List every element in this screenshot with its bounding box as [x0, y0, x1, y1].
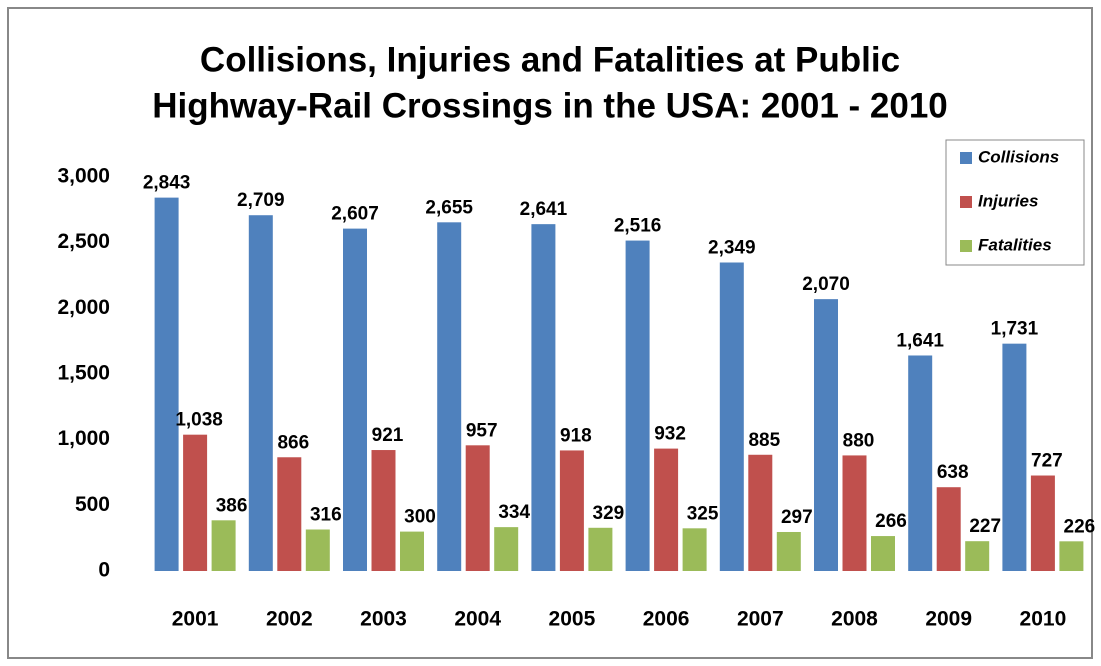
bar: [908, 355, 933, 571]
bar: [625, 240, 650, 571]
value-label: 1,641: [896, 330, 944, 351]
y-tick-label: 2,000: [57, 296, 110, 319]
value-label: 921: [372, 425, 404, 446]
value-label: 227: [969, 516, 1001, 537]
bar: [154, 197, 179, 572]
bar: [1030, 475, 1055, 571]
bar: [588, 527, 613, 571]
value-label: 957: [466, 420, 498, 441]
y-tick-label: 1,000: [57, 427, 110, 450]
bar: [277, 457, 302, 571]
x-tick-label: 2006: [643, 608, 690, 631]
x-tick-label: 2002: [266, 608, 313, 631]
value-label: 880: [843, 430, 875, 451]
legend-label: Fatalities: [978, 235, 1052, 254]
bar: [371, 450, 396, 571]
bar: [465, 445, 490, 571]
bar: [248, 215, 273, 571]
value-label: 325: [687, 503, 719, 524]
x-tick-label: 2005: [549, 608, 596, 631]
value-label: 386: [216, 495, 248, 516]
y-tick-label: 1,500: [57, 362, 110, 385]
legend-swatch: [960, 152, 972, 164]
y-tick-label: 2,500: [57, 230, 110, 253]
bar: [400, 531, 424, 571]
value-label: 2,607: [331, 204, 379, 225]
bar: [559, 450, 584, 571]
value-label: 918: [560, 425, 592, 446]
value-label: 2,843: [143, 173, 191, 194]
legend-swatch: [960, 240, 972, 252]
y-tick-label: 3,000: [57, 165, 110, 188]
bar: [748, 454, 773, 571]
bar: [842, 455, 867, 571]
x-tick-label: 2003: [360, 608, 407, 631]
x-tick-label: 2008: [831, 608, 878, 631]
bar: [305, 529, 330, 571]
value-label: 727: [1031, 451, 1063, 472]
value-label: 2,655: [425, 197, 473, 218]
value-label: 638: [937, 462, 969, 483]
x-tick-label: 2007: [737, 608, 784, 631]
bar: [1059, 541, 1084, 571]
legend-label: Collisions: [978, 147, 1059, 166]
bar: [343, 228, 367, 571]
chart-title: Highway-Rail Crossings in the USA: 2001 …: [152, 86, 948, 125]
bar: [437, 222, 462, 571]
value-label: 1,038: [175, 410, 223, 431]
bar: [211, 520, 236, 571]
x-tick-label: 2009: [925, 608, 972, 631]
value-label: 316: [310, 505, 342, 526]
value-label: 885: [748, 430, 780, 451]
bar: [682, 528, 707, 571]
x-tick-label: 2010: [1020, 608, 1067, 631]
bar: [1002, 343, 1027, 571]
bar: [531, 224, 556, 571]
bar: [183, 434, 208, 571]
chart-title: Collisions, Injuries and Fatalities at P…: [200, 40, 900, 79]
value-label: 2,516: [614, 216, 662, 237]
bar: [936, 487, 961, 571]
x-tick-label: 2001: [172, 608, 219, 631]
value-label: 266: [875, 511, 907, 532]
value-label: 932: [654, 424, 686, 445]
bar: [719, 262, 744, 571]
value-label: 297: [781, 507, 813, 528]
value-label: 2,349: [708, 238, 756, 259]
bar: [814, 299, 838, 571]
y-tick-label: 0: [98, 559, 110, 582]
value-label: 226: [1064, 516, 1096, 537]
value-label: 1,731: [991, 319, 1039, 340]
bar: [494, 527, 519, 571]
value-label: 866: [277, 432, 309, 453]
value-label: 300: [404, 507, 436, 528]
bar: [965, 541, 990, 571]
bar: [654, 448, 679, 571]
y-tick-label: 500: [75, 493, 110, 516]
value-label: 2,070: [802, 274, 850, 295]
value-label: 2,709: [237, 190, 285, 211]
legend-label: Injuries: [978, 191, 1038, 210]
legend-swatch: [960, 196, 972, 208]
value-label: 2,641: [520, 199, 568, 220]
x-tick-label: 2004: [454, 608, 501, 631]
value-label: 329: [593, 503, 625, 524]
value-label: 334: [498, 502, 530, 523]
bar: [776, 531, 801, 571]
bar: [871, 536, 895, 571]
